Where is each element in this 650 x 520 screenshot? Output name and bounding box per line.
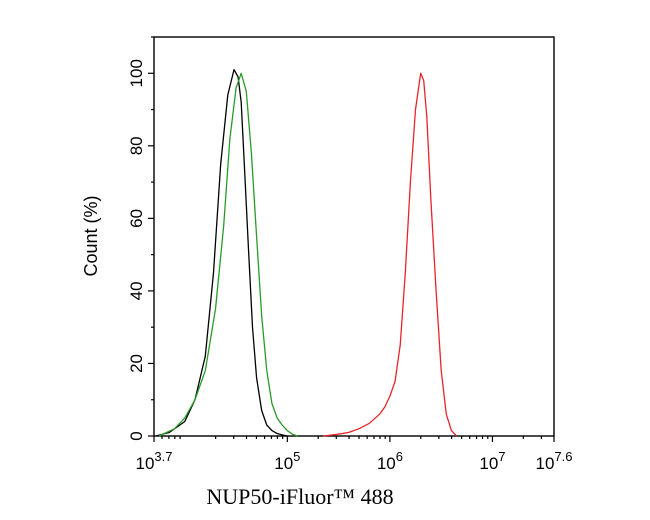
series-line-0 — [155, 68, 288, 437]
x-tick-label: 103.7 — [136, 449, 173, 473]
series-line-1 — [158, 72, 298, 437]
y-tick-label: 80 — [127, 136, 146, 155]
y-axis: 0 20 40 60 80 100 — [127, 36, 154, 441]
x-tick-label: 106 — [377, 449, 403, 473]
x-tick-label: 105 — [274, 449, 300, 473]
y-tick-label: 20 — [127, 354, 146, 373]
y-tick-label: 60 — [127, 209, 146, 228]
plot-frame — [153, 36, 555, 437]
x-tick-label: 107 — [479, 449, 505, 473]
y-tick-label: 100 — [127, 59, 146, 87]
x-axis-label: NUP50-iFluor™ 488 — [206, 484, 393, 509]
x-axis: 103.7 105 106 107 107.6 — [136, 436, 573, 473]
x-tick-label: 107.6 — [536, 449, 573, 473]
series-group — [155, 68, 458, 437]
y-axis-label: Count (%) — [81, 195, 101, 276]
y-tick-label: 0 — [127, 431, 146, 440]
series-line-2 — [323, 72, 458, 437]
y-tick-label: 40 — [127, 281, 146, 300]
